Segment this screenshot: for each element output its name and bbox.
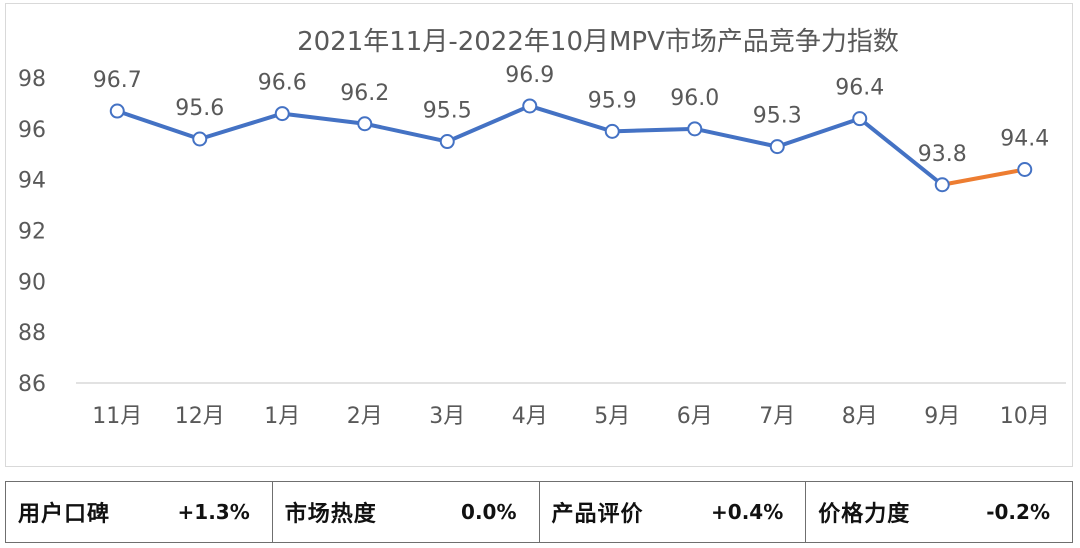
x-tick-label: 4月: [512, 404, 548, 429]
data-label: 95.3: [753, 104, 802, 129]
data-point: [357, 116, 373, 132]
x-tick-label: 11月: [92, 404, 142, 429]
y-tick-label: 90: [18, 270, 46, 295]
series-line-last-segment: [940, 167, 1027, 187]
x-tick-label: 10月: [1000, 404, 1050, 429]
summary-value: +0.4%: [711, 500, 784, 524]
data-point: [1017, 162, 1033, 177]
summary-label: 用户口碑: [18, 502, 111, 527]
data-point: [109, 103, 125, 119]
data-point: [192, 131, 208, 147]
line-chart: 2021年11月-2022年10月MPV市场产品竞争力指数 86 88 90 92 94…: [18, 27, 1066, 429]
summary-label: 价格力度: [818, 502, 911, 527]
x-tick-label: 5月: [594, 404, 630, 429]
y-tick-label: 98: [18, 67, 46, 92]
data-label: 96.9: [505, 63, 554, 88]
data-point: [934, 177, 950, 193]
chart-title: 2021年11月-2022年10月MPV市场产品竞争力指数: [297, 27, 899, 57]
data-point: [687, 121, 703, 137]
chart-frame: [5, 3, 1073, 467]
data-label: 93.8: [918, 142, 967, 167]
summary-cell-price-strength: 价格力度 -0.2%: [806, 482, 1072, 542]
x-tick-label: 12月: [175, 404, 225, 429]
y-tick-label: 86: [18, 372, 46, 397]
summary-cell-user-reviews: 用户口碑 +1.3%: [6, 482, 273, 542]
y-tick-label: 96: [18, 118, 46, 143]
x-tick-label: 2月: [347, 404, 383, 429]
data-point: [439, 134, 455, 150]
x-tick-label: 9月: [924, 404, 960, 429]
summary-value: 0.0%: [461, 500, 517, 524]
data-label: 94.4: [1000, 127, 1049, 152]
data-label: 96.2: [340, 81, 389, 106]
y-tick-label: 94: [18, 169, 46, 194]
y-tick-label: 88: [18, 321, 46, 346]
data-point: [522, 98, 538, 114]
data-point: [769, 139, 785, 155]
summary-cell-market-heat: 市场热度 0.0%: [273, 482, 540, 542]
data-label: 95.6: [175, 96, 224, 121]
data-label: 96.4: [835, 76, 884, 101]
x-tick-label: 7月: [759, 404, 795, 429]
data-label: 96.6: [258, 71, 307, 96]
summary-cell-product-rating: 产品评价 +0.4%: [540, 482, 807, 542]
summary-value: -0.2%: [986, 500, 1050, 524]
x-tick-label: 1月: [264, 404, 300, 429]
data-point: [274, 106, 290, 122]
data-label: 95.5: [423, 99, 472, 124]
data-label: 96.0: [670, 86, 719, 111]
y-tick-label: 92: [18, 220, 46, 245]
summary-table: 用户口碑 +1.3% 市场热度 0.0% 产品评价 +0.4% 价格力度 -0.…: [5, 481, 1073, 543]
data-point: [852, 111, 868, 127]
summary-label: 市场热度: [284, 502, 377, 527]
summary-label: 产品评价: [551, 502, 644, 527]
x-tick-label: 8月: [842, 404, 878, 429]
data-label: 96.7: [93, 68, 142, 93]
data-point: [604, 123, 620, 139]
x-tick-label: 6月: [677, 404, 713, 429]
x-tick-label: 3月: [429, 404, 465, 429]
data-label: 95.9: [588, 88, 637, 113]
summary-value: +1.3%: [177, 500, 250, 524]
